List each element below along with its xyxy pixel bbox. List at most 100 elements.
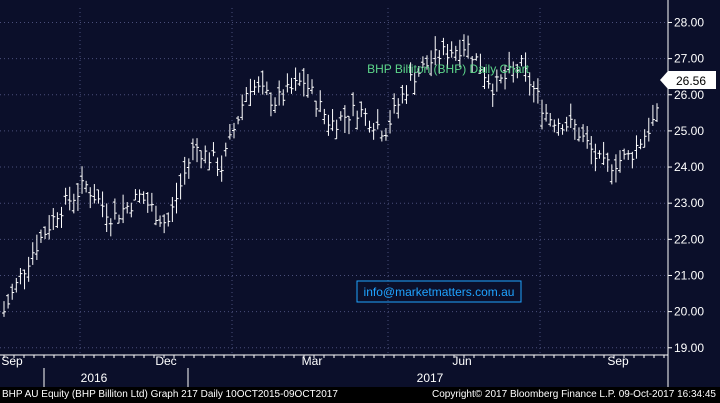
price-bar — [18, 267, 23, 285]
price-bar — [511, 61, 516, 83]
x-month-label: Mar — [302, 354, 323, 368]
price-bar — [88, 187, 93, 209]
price-bar — [375, 109, 380, 130]
price-bar — [219, 155, 224, 182]
price-bar — [429, 50, 434, 77]
x-month-label: Dec — [155, 354, 176, 368]
price-bar — [100, 191, 105, 218]
price-bar — [441, 37, 446, 56]
price-bar — [273, 97, 278, 114]
grid-lines — [0, 0, 669, 387]
price-bar — [601, 141, 606, 165]
x-month-label: Sep — [607, 354, 629, 368]
price-bar — [182, 156, 187, 185]
price-bar — [170, 197, 175, 223]
price-bar — [457, 39, 462, 68]
price-bar — [314, 100, 319, 117]
price-bar — [268, 92, 273, 117]
price-bar — [227, 124, 232, 140]
price-bar — [305, 74, 310, 98]
x-year-label: 2017 — [417, 371, 444, 385]
price-bar — [10, 283, 15, 300]
price-bar — [330, 109, 335, 131]
price-bar — [236, 115, 241, 125]
price-bar — [342, 105, 347, 134]
price-bar — [622, 148, 627, 160]
price-bar — [346, 115, 351, 135]
y-tick-label: 28.00 — [674, 15, 704, 29]
price-bar — [199, 150, 204, 169]
price-bar — [433, 36, 438, 66]
price-bar — [338, 111, 343, 121]
price-bar — [371, 123, 376, 140]
bhp-daily-chart: 28.00 27.00 26.00 25.00 24.00 23.00 22.00 21.00… — [0, 0, 716, 387]
price-bar — [141, 191, 146, 204]
price-bar — [630, 151, 635, 169]
price-bar — [162, 214, 167, 234]
price-bar — [71, 193, 76, 214]
y-tick-label: 19.00 — [674, 341, 704, 355]
price-bar — [519, 55, 524, 67]
price-bar — [527, 72, 532, 96]
price-bar — [507, 51, 512, 74]
price-bar — [412, 72, 417, 95]
price-bar — [605, 152, 610, 172]
price-bar — [43, 226, 48, 239]
price-bar — [153, 205, 158, 226]
price-bar — [244, 87, 249, 103]
price-bar — [613, 154, 618, 183]
price-bar — [223, 142, 228, 157]
price-bar — [351, 92, 356, 117]
x-month-label: Sep — [1, 354, 23, 368]
price-bar — [256, 76, 261, 93]
price-bar — [96, 189, 101, 204]
price-bar — [498, 74, 503, 84]
x-month-label: Jun — [452, 354, 471, 368]
price-bar — [453, 45, 458, 61]
price-bar — [190, 138, 195, 161]
price-bar — [252, 79, 257, 95]
price-bar — [322, 108, 327, 125]
watermark-text: info@marketmatters.com.au — [364, 285, 515, 299]
price-bar — [80, 166, 85, 194]
chart-title: BHP Billiton (BHP) Daily Chart — [367, 62, 529, 76]
price-bar — [474, 53, 479, 61]
price-bar — [564, 116, 569, 132]
price-bar — [478, 53, 483, 74]
price-bar — [597, 150, 602, 159]
price-bar — [104, 203, 109, 233]
price-bar — [552, 119, 557, 133]
price-bar — [26, 256, 31, 282]
y-tick-label: 22.00 — [674, 232, 704, 246]
price-bar — [589, 136, 594, 165]
price-bar — [112, 198, 117, 220]
price-bar — [585, 126, 590, 149]
price-bar — [646, 117, 651, 142]
price-bar — [215, 157, 220, 177]
price-bar — [264, 81, 269, 96]
price-bar — [482, 66, 487, 90]
price-bar — [572, 119, 577, 140]
price-bar — [195, 138, 200, 163]
y-tick-label: 26.00 — [674, 88, 704, 102]
y-tick-label: 21.00 — [674, 268, 704, 282]
price-bar — [367, 120, 372, 133]
price-bar — [638, 139, 643, 150]
price-bar — [548, 112, 553, 127]
price-bar — [125, 202, 130, 214]
last-price-value: 26.56 — [676, 74, 706, 88]
price-bar — [289, 77, 294, 94]
y-tick-label: 24.00 — [674, 160, 704, 174]
price-bar — [404, 85, 409, 104]
price-bar — [470, 55, 475, 73]
price-bar — [22, 269, 27, 290]
price-bar — [231, 122, 236, 139]
x-axis: Sep Dec Mar Jun Sep 2016 2017 — [0, 354, 668, 387]
price-bar — [634, 135, 639, 159]
price-bar — [166, 212, 171, 227]
price-bar — [642, 129, 647, 148]
price-bar — [293, 67, 298, 91]
price-bar — [108, 218, 113, 237]
price-bar — [133, 189, 138, 201]
price-bar — [14, 278, 19, 293]
